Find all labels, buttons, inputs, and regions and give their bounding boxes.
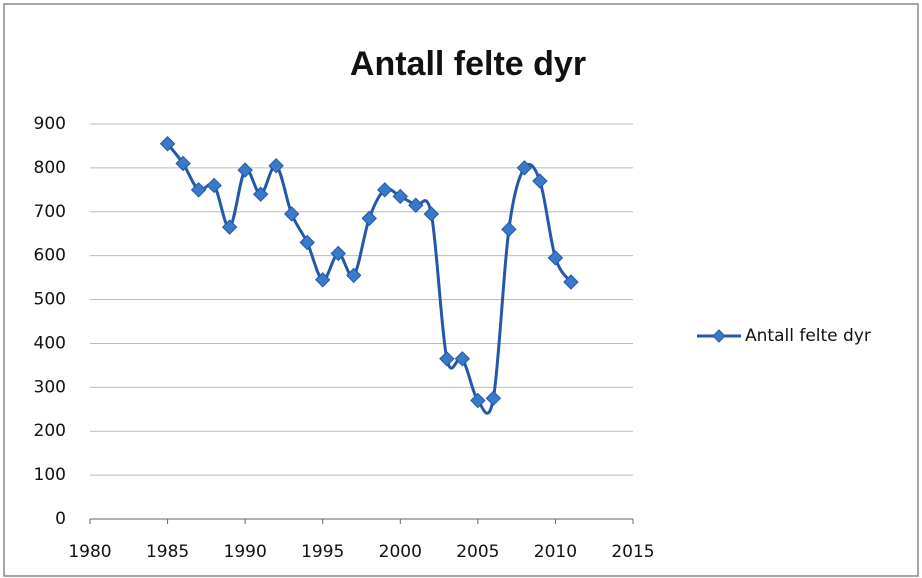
data-point [299,234,315,251]
legend-text: Antall felte dyr [745,326,871,346]
data-point [252,186,269,202]
data-point [175,155,191,172]
chart-frame [3,3,919,577]
data-point [377,182,393,198]
data-point [485,390,502,407]
data-point [516,160,533,176]
x-tick-label: 1985 [146,542,189,562]
data-point [423,206,440,222]
data-point [439,351,455,367]
x-tick-label: 2015 [611,542,654,562]
x-tick-label: 2000 [379,542,422,562]
data-point [454,351,471,367]
y-tick-label: 700 [34,202,66,222]
y-tick-label: 200 [34,421,66,441]
y-tick-label: 800 [34,158,66,178]
data-point [501,221,517,238]
y-tick-label: 300 [34,377,66,397]
data-point [221,219,238,235]
data-point [237,162,253,178]
x-tick-label: 1980 [68,542,111,562]
series-line [166,142,573,415]
y-tick-label: 0 [55,509,66,529]
x-tick-label: 2010 [534,542,577,562]
x-tick-label: 1990 [224,542,267,562]
data-point [563,274,579,290]
y-tick-label: 400 [34,333,66,353]
y-tick-label: 600 [34,246,66,266]
y-tick-label: 900 [34,114,66,134]
y-tick-label: 500 [34,290,66,310]
data-point [470,392,486,409]
x-tick-label: 2005 [456,542,499,562]
data-point [408,197,424,213]
data-point [159,136,176,152]
data-point [547,250,564,266]
data-point [206,177,222,194]
data-point [346,267,362,284]
chart-title: Antall felte dyr [350,45,586,83]
legend-marker [712,329,726,343]
data-point [283,206,300,222]
x-tick-label: 1995 [301,542,344,562]
data-point [361,210,377,227]
data-point [392,188,408,205]
data-point [315,272,331,288]
data-point [190,182,207,198]
data-point [268,157,284,174]
y-tick-label: 100 [34,465,66,485]
data-point [532,173,548,189]
data-point [330,245,346,262]
